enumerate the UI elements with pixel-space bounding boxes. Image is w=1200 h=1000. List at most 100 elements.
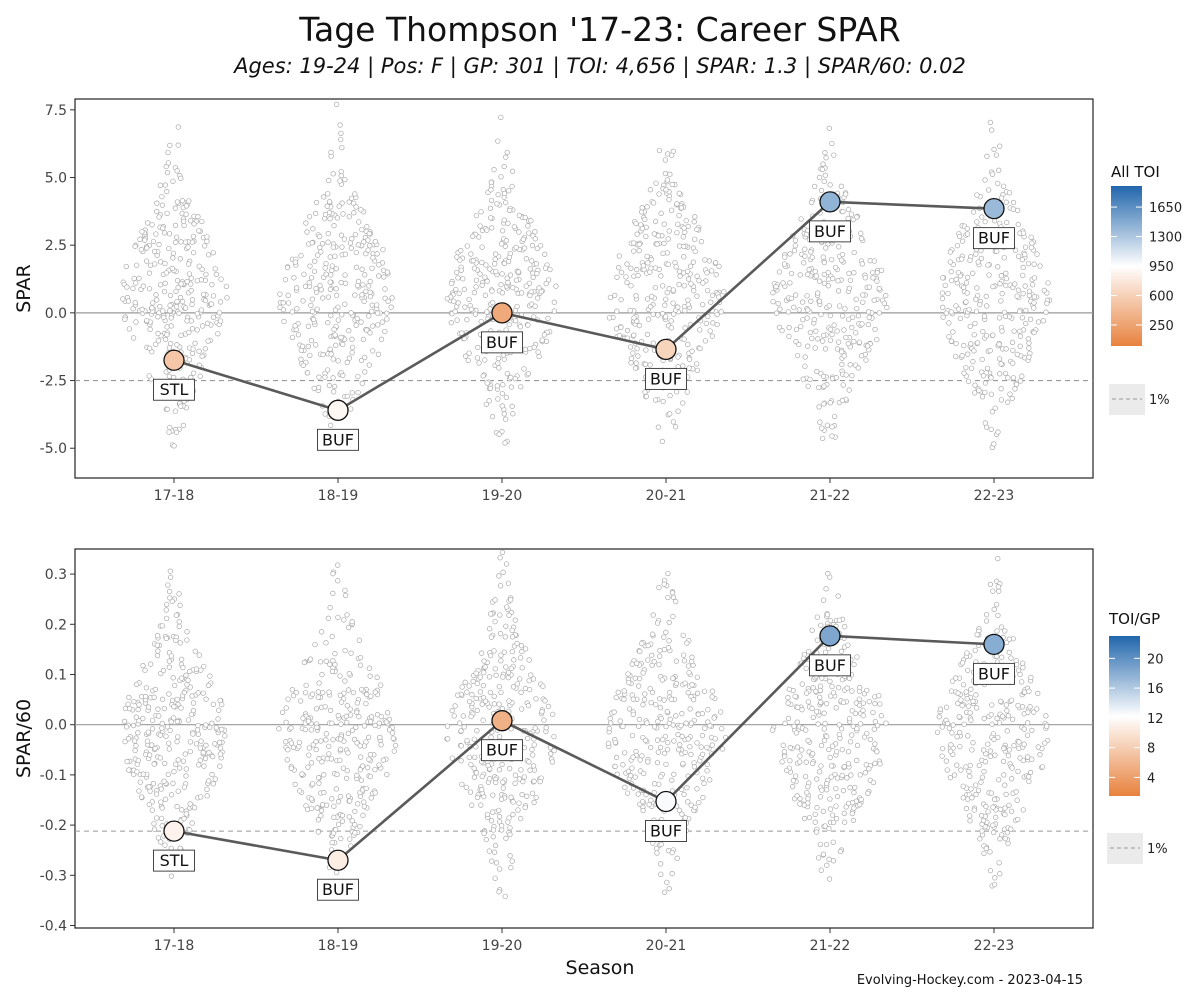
distribution-point (545, 703, 552, 710)
distribution-point (950, 678, 956, 684)
distribution-point (817, 794, 824, 800)
distribution-point (157, 755, 164, 761)
distribution-point (280, 300, 286, 306)
distribution-point (988, 711, 994, 718)
distribution-point (989, 171, 996, 177)
distribution-point (996, 777, 1002, 783)
distribution-point (504, 149, 510, 156)
season-marker (327, 399, 349, 421)
distribution-point (212, 266, 218, 272)
distribution-point (167, 142, 173, 149)
distribution-point (964, 650, 970, 656)
distribution-point (835, 288, 842, 294)
distribution-point (477, 271, 483, 277)
distribution-point (805, 307, 811, 313)
distribution-point (987, 867, 994, 874)
distribution-point (297, 698, 304, 704)
distribution-point (776, 269, 783, 275)
distribution-point (186, 357, 193, 363)
distribution-point (189, 297, 196, 303)
distribution-point (667, 716, 673, 722)
distribution-point (867, 736, 873, 743)
distribution-point (168, 653, 175, 659)
distribution-point (874, 278, 880, 284)
distribution-point (819, 425, 825, 431)
distribution-point (505, 220, 511, 227)
distribution-point (950, 329, 956, 335)
distribution-point (655, 718, 661, 725)
distribution-point (643, 347, 649, 353)
distribution-point (640, 670, 646, 676)
distribution-point (821, 259, 828, 266)
distribution-point (316, 233, 323, 240)
distribution-point (492, 618, 498, 625)
distribution-point (296, 788, 303, 794)
distribution-point (802, 246, 808, 252)
distribution-point (175, 734, 181, 740)
distribution-point (492, 251, 499, 257)
distribution-point (939, 724, 945, 730)
distribution-point (170, 178, 176, 184)
distribution-point (967, 323, 973, 330)
distribution-point (354, 700, 361, 706)
distribution-point (501, 411, 507, 417)
distribution-point (694, 690, 701, 696)
distribution-point (671, 771, 677, 777)
distribution-point (307, 656, 314, 662)
distribution-point (317, 282, 323, 289)
distribution-point (473, 670, 479, 676)
distribution-point (479, 244, 485, 250)
distribution-point (366, 665, 373, 671)
distribution-point (854, 725, 860, 732)
distribution-point (302, 726, 308, 733)
distribution-point (294, 306, 300, 312)
distribution-point (662, 170, 669, 177)
distribution-point (849, 373, 855, 379)
distribution-point (499, 827, 505, 833)
distribution-point (983, 333, 990, 339)
distribution-point (827, 806, 834, 812)
distribution-point (365, 734, 372, 740)
distribution-point (508, 794, 514, 800)
team-label-box (973, 662, 1015, 685)
distribution-point (675, 408, 681, 414)
distribution-point (352, 292, 358, 298)
distribution-point (159, 202, 166, 208)
distribution-point (498, 652, 504, 658)
distribution-point (519, 665, 525, 671)
distribution-point (510, 411, 516, 417)
distribution-point (189, 326, 196, 332)
distribution-point (785, 309, 792, 315)
distribution-point (496, 431, 502, 437)
distribution-22-23 (939, 119, 1053, 451)
distribution-point (459, 781, 465, 788)
distribution-point (636, 247, 642, 254)
distribution-point (349, 390, 355, 396)
distribution-point (455, 275, 461, 281)
distribution-point (182, 751, 188, 757)
distribution-point (1031, 300, 1037, 306)
distribution-point (337, 736, 344, 742)
distribution-point (144, 245, 150, 251)
distribution-point (279, 709, 286, 716)
distribution-point (850, 817, 857, 824)
distribution-point (660, 398, 666, 405)
distribution-point (325, 294, 332, 300)
distribution-point (389, 730, 396, 736)
distribution-point (989, 702, 995, 708)
distribution-point (667, 393, 673, 399)
distribution-point (508, 864, 514, 871)
distribution-point (330, 356, 336, 362)
distribution-point (794, 719, 800, 725)
distribution-point (342, 587, 348, 594)
distribution-point (375, 322, 381, 328)
distribution-point (677, 741, 683, 748)
distribution-point (683, 217, 689, 224)
distribution-point (855, 365, 861, 371)
distribution-point (620, 723, 626, 730)
distribution-point (870, 779, 877, 786)
distribution-point (816, 298, 823, 304)
distribution-point (473, 212, 480, 219)
distribution-point (487, 626, 493, 632)
team-label-box (153, 849, 195, 872)
